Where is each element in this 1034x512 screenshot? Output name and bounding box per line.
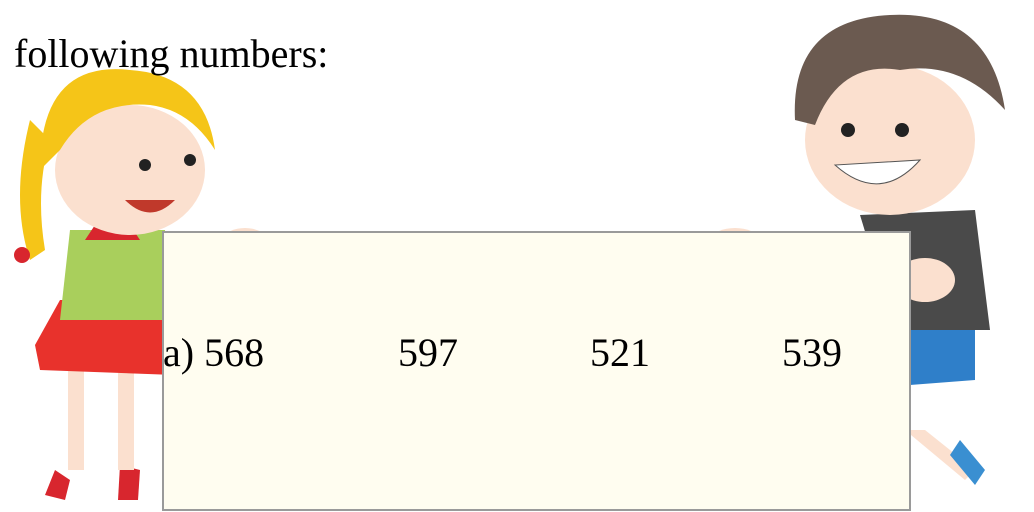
number-item: 539 xyxy=(782,333,842,373)
number-item: 597 xyxy=(398,333,458,373)
number-item: 521 xyxy=(590,333,650,373)
instruction: following numbers: xyxy=(14,34,328,74)
worksheet: following numbers: a) 568 597 521 539 xyxy=(0,0,1034,512)
number-item: a) 568 xyxy=(163,333,264,373)
illustration xyxy=(0,0,1034,512)
